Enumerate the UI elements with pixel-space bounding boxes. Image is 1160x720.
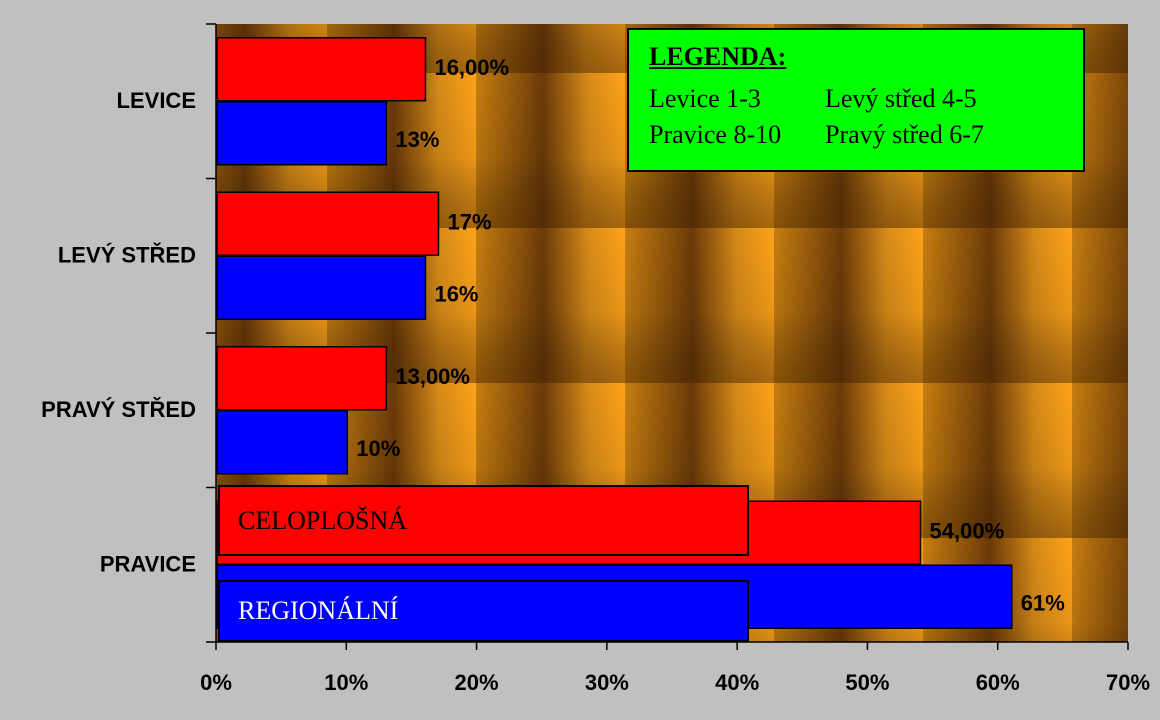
x-tick-label-1: 10% [324, 670, 368, 695]
bar-regionalni-1 [216, 255, 427, 320]
legend-item-pravice: Pravice 8-10 [649, 120, 782, 149]
category-label-1: LEVÝ STŘED [58, 243, 196, 268]
data-label-celoplosna-1: 17% [447, 210, 491, 235]
data-label-celoplosna-3: 54,00% [930, 519, 1005, 544]
series-label-regionalni-text: REGIONÁLNÍ [238, 596, 399, 625]
x-tick-label-5: 50% [845, 670, 889, 695]
x-tick-label-3: 30% [585, 670, 629, 695]
category-label-2: PRAVÝ STŘED [41, 397, 196, 422]
category-label-0: LEVICE [117, 88, 196, 113]
data-label-celoplosna-2: 13,00% [395, 364, 470, 389]
data-label-regionalni-2: 10% [356, 436, 400, 461]
bar-regionalni-2 [216, 410, 349, 475]
x-tick-label-4: 40% [715, 670, 759, 695]
series-label-celoplosna-text: CELOPLOŠNÁ [238, 505, 408, 535]
bar-celoplosna-2 [216, 346, 388, 411]
series-label-regionalni: REGIONÁLNÍ [218, 580, 749, 642]
data-label-regionalni-1: 16% [434, 282, 478, 307]
legend-item-levy-stred: Levý střed 4-5 [825, 84, 977, 113]
data-label-regionalni-0: 13% [395, 127, 439, 152]
legend-box: LEGENDA: Levice 1-3 Levý střed 4-5 Pravi… [627, 28, 1085, 172]
legend-item-pravy-stred: Pravý střed 6-7 [825, 120, 984, 149]
x-tick-label-2: 20% [455, 670, 499, 695]
bar-regionalni-0 [216, 101, 388, 166]
x-tick-label-7: 70% [1106, 670, 1150, 695]
data-label-regionalni-3: 61% [1021, 591, 1065, 616]
x-tick-label-0: 0% [200, 670, 232, 695]
series-label-celoplosna: CELOPLOŠNÁ [218, 485, 749, 556]
bar-celoplosna-1 [216, 191, 440, 256]
legend-item-levice: Levice 1-3 [649, 84, 761, 113]
x-tick-label-6: 60% [976, 670, 1020, 695]
category-label-3: PRAVICE [100, 552, 196, 577]
bar-celoplosna-0 [216, 37, 427, 102]
data-label-celoplosna-0: 16,00% [434, 55, 509, 80]
legend-title: LEGENDA: [649, 42, 787, 71]
